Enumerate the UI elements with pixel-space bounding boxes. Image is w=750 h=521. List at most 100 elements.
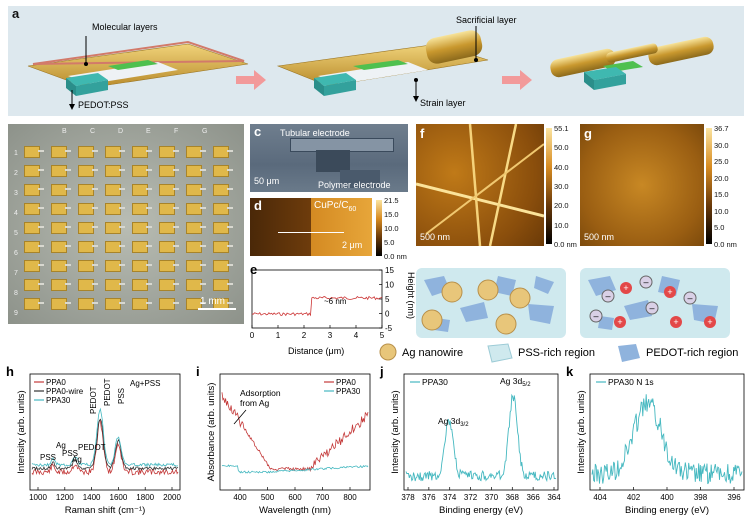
afm-image-f	[416, 124, 544, 246]
electrode-lead	[146, 245, 152, 247]
electrode-pad	[159, 165, 175, 177]
xtick-label: 800	[343, 493, 357, 502]
column-label: F	[174, 128, 179, 135]
column-label: E	[146, 128, 151, 135]
colorbar-tick: 30.0	[554, 182, 569, 191]
e-xtick-label: 5	[380, 331, 385, 340]
electrode-lead	[227, 169, 233, 171]
electrode-lead	[146, 169, 152, 171]
electrode-pad	[186, 241, 202, 253]
ylabel: Intensity (arb. units)	[16, 390, 27, 473]
xtick-label: 400	[660, 493, 674, 502]
electrode-pad	[132, 298, 148, 310]
electrode-pad	[105, 203, 121, 215]
electrode-lead	[92, 226, 98, 228]
raman-series	[31, 407, 178, 468]
electrode-pad	[186, 279, 202, 291]
electrode-lead	[65, 283, 71, 285]
colorbar-f	[546, 128, 552, 244]
xlabel: Wavelength (nm)	[259, 505, 331, 516]
afm-f-scale-label: 500 nm	[420, 232, 451, 242]
peak-annotation: PEDOT	[89, 386, 98, 414]
afm-g-scale-label: 500 nm	[584, 232, 615, 242]
e-ytick-label: 5	[385, 295, 390, 304]
electrode-pad	[105, 260, 121, 272]
xtick-label: 500	[261, 493, 275, 502]
electrode-pad	[213, 260, 229, 272]
colorbar-tick: 50.0	[554, 143, 569, 153]
electrode-lead	[119, 226, 125, 228]
column-label: B	[62, 128, 67, 135]
electrode-lead	[119, 169, 125, 171]
row-label: 3	[14, 190, 18, 197]
colorbar-d	[376, 200, 382, 256]
electrode-lead	[173, 226, 179, 228]
electrode-pad	[213, 222, 229, 234]
device-array-photo: B C D E F G 1 2 3 4 5 6 7 8 9 1 mm	[8, 124, 244, 324]
ag-nanowire-swatch	[379, 343, 397, 361]
xtick-label: 400	[233, 493, 247, 502]
strain-layer-label: Strain layer	[420, 98, 466, 108]
electrode-pad	[78, 184, 94, 196]
svg-text:+: +	[707, 317, 712, 327]
xtick-label: 2000	[163, 493, 181, 502]
height-profile: e 0 1 2 3 4 5 15 10 5 0 -5 ~6 nm Distance (μm) Hei…	[250, 262, 416, 356]
electrode-lead	[92, 283, 98, 285]
electrode-lead	[65, 302, 71, 304]
colorbar-tick: 10.0	[554, 220, 569, 230]
electrode-lead	[119, 302, 125, 304]
legend-label: PPA30	[46, 396, 71, 405]
scale-bar	[198, 308, 236, 310]
electrode-pad	[24, 260, 40, 272]
peak-annotation: Ag	[56, 441, 66, 450]
electrode-pad	[78, 203, 94, 215]
row-label: 1	[14, 150, 18, 157]
xps-ag-series	[405, 393, 557, 483]
material-label: CuPc/C60	[314, 200, 357, 213]
ylabel: Intensity (arb. units)	[576, 390, 587, 473]
svg-text:–: –	[687, 293, 692, 303]
colorbar-tick: 0.0 nm	[554, 240, 577, 249]
row-label: 7	[14, 270, 18, 277]
colorbar-tick: 15.0	[384, 210, 399, 219]
electrode-pad	[51, 241, 67, 253]
electrode-lead	[200, 150, 206, 152]
electrode-lead	[173, 150, 179, 152]
e-ytick-label: 0	[385, 310, 390, 319]
peak-annotation: PSS	[117, 388, 126, 404]
electrode-lead	[38, 150, 44, 152]
electrode-lead	[146, 188, 152, 190]
xtick-label: 600	[288, 493, 302, 502]
peak-label: Ag 3d5/2	[500, 376, 531, 388]
electrode-lead	[227, 264, 233, 266]
electrode-pad	[213, 165, 229, 177]
schematic-step-2	[276, 30, 489, 96]
electrode-lead	[119, 245, 125, 247]
colorbar-tick: 20.0	[714, 173, 729, 183]
electrode-lead	[146, 264, 152, 266]
xtick-label: 370	[485, 493, 499, 502]
colorbar-tick: 5.0	[714, 223, 725, 233]
panel-label: i	[196, 364, 200, 379]
svg-text:+: +	[623, 283, 628, 293]
electrode-lead	[92, 207, 98, 209]
xtick-label: 376	[422, 493, 436, 502]
electrode-pad	[213, 184, 229, 196]
xlabel: Binding energy (eV)	[439, 505, 523, 516]
electrode-pad	[24, 165, 40, 177]
colorbar-tick: 21.5	[384, 196, 399, 205]
electrode-pad	[132, 165, 148, 177]
scale-bar-label: 1 mm	[200, 296, 225, 307]
electrode-pad	[159, 241, 175, 253]
electrode-lead	[119, 283, 125, 285]
electrode-lead	[227, 150, 233, 152]
colorbar-tick: 5.0	[384, 238, 395, 247]
electrode-pad	[24, 203, 40, 215]
electrode-pad	[24, 279, 40, 291]
electrode-pad	[78, 260, 94, 272]
electrode-pad	[159, 203, 175, 215]
electrode-pad	[159, 184, 175, 196]
pad-grid	[8, 124, 244, 324]
electrode-pad	[213, 146, 229, 158]
electrode-pad	[24, 146, 40, 158]
